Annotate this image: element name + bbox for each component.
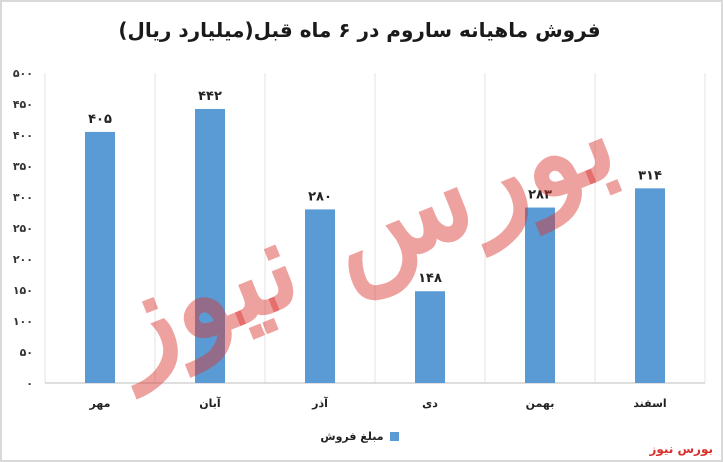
y-tick-label: ۴۰۰ — [13, 129, 33, 142]
category-label: مهر — [89, 397, 111, 410]
category-label: اسفند — [633, 397, 666, 410]
y-tick-label: ۱۰۰ — [13, 315, 33, 328]
data-label: ۳۱۴ — [638, 168, 662, 183]
legend-label: مبلغ فروش — [320, 430, 384, 443]
y-tick-label: ۳۰۰ — [13, 191, 33, 204]
y-tick-label: ۵۰ — [20, 346, 33, 359]
category-label: آبان — [199, 396, 221, 410]
bar — [85, 131, 115, 383]
y-tick-label: ۵۰۰ — [13, 67, 33, 80]
chart-title: فروش ماهیانه ساروم در ۶ ماه قبل(میلیارد … — [118, 18, 601, 42]
legend-swatch — [389, 432, 399, 441]
bar — [195, 108, 225, 384]
legend: مبلغ فروش — [0, 430, 719, 443]
y-tick-label: ۳۵۰ — [13, 160, 33, 173]
category-label: بهمن — [526, 397, 555, 410]
brand-label: بورس نیوز — [649, 442, 713, 456]
data-label: ۱۴۸ — [418, 271, 442, 286]
y-tick-label: ۲۰۰ — [13, 253, 33, 266]
bar — [415, 291, 445, 383]
y-tick-label: ۱۵۰ — [13, 284, 33, 297]
bar — [305, 209, 335, 383]
category-label: آذر — [311, 396, 328, 410]
data-label: ۴۴۲ — [198, 89, 222, 104]
y-tick-label: ۴۵۰ — [13, 98, 33, 111]
data-label: ۴۰۵ — [88, 112, 112, 127]
y-tick-label: ۰ — [26, 377, 33, 390]
data-label: ۲۸۳ — [528, 188, 552, 203]
category-label: دی — [422, 397, 438, 410]
bar — [525, 207, 555, 383]
data-label: ۲۸۰ — [308, 189, 332, 204]
y-tick-label: ۲۵۰ — [13, 222, 33, 235]
bar — [635, 188, 665, 383]
